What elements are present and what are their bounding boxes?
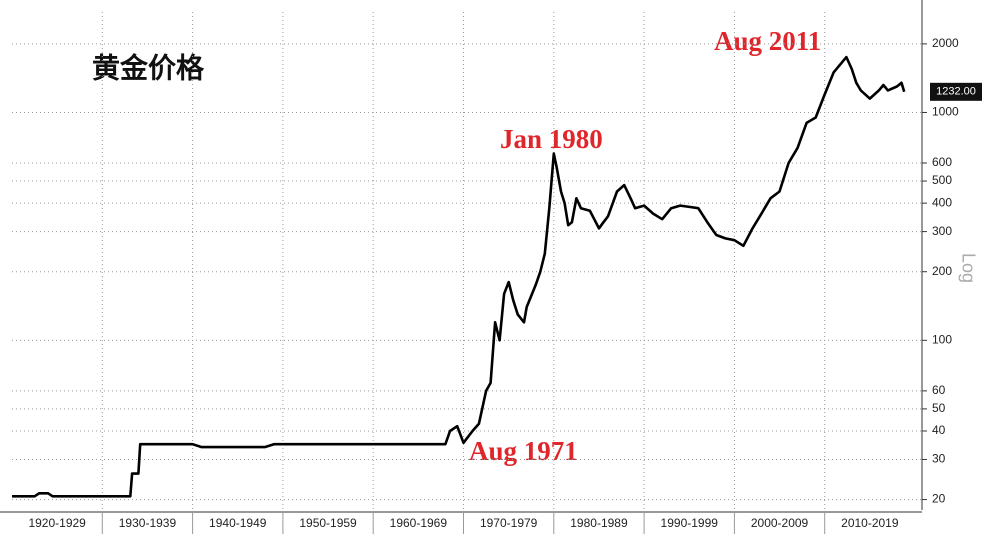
annotation: Jan 1980 <box>500 124 603 154</box>
y-tick-label: 50 <box>932 401 946 415</box>
x-tick-label: 2000-2009 <box>751 516 809 530</box>
y-tick-label: 1000 <box>932 105 959 119</box>
x-tick-label: 1950-1959 <box>299 516 357 530</box>
y-tick-label: 40 <box>932 423 946 437</box>
y-tick-label: 100 <box>932 332 952 346</box>
x-tick-label: 1970-1979 <box>480 516 538 530</box>
y-tick-label: 200 <box>932 264 952 278</box>
last-value-box <box>930 82 982 101</box>
y-tick-label: 300 <box>932 224 952 238</box>
chart-title: 黄金价格 <box>92 51 205 83</box>
annotation: Aug 1971 <box>469 436 578 466</box>
y-tick-label: 400 <box>932 195 952 209</box>
x-tick-label: 2010-2019 <box>841 516 899 530</box>
last-value-label: 1232.00 <box>936 86 976 98</box>
y-tick-label: 500 <box>932 173 952 187</box>
x-tick-label: 1960-1969 <box>390 516 448 530</box>
y-tick-label: 30 <box>932 452 946 466</box>
x-tick-label: 1980-1989 <box>570 516 628 530</box>
price-line <box>12 55 906 498</box>
y-tick-label: 60 <box>932 383 946 397</box>
x-tick-label: 1920-1929 <box>28 516 86 530</box>
y-tick-label: 2000 <box>932 36 959 50</box>
x-tick-label: 1940-1949 <box>209 516 267 530</box>
x-tick-label: 1930-1939 <box>119 516 177 530</box>
y-tick-label: 600 <box>932 155 952 169</box>
y-tick-label: 20 <box>932 492 946 506</box>
y-axis-label: Log <box>958 253 978 283</box>
annotation: Aug 2011 <box>714 26 821 56</box>
x-tick-label: 1990-1999 <box>661 516 719 530</box>
